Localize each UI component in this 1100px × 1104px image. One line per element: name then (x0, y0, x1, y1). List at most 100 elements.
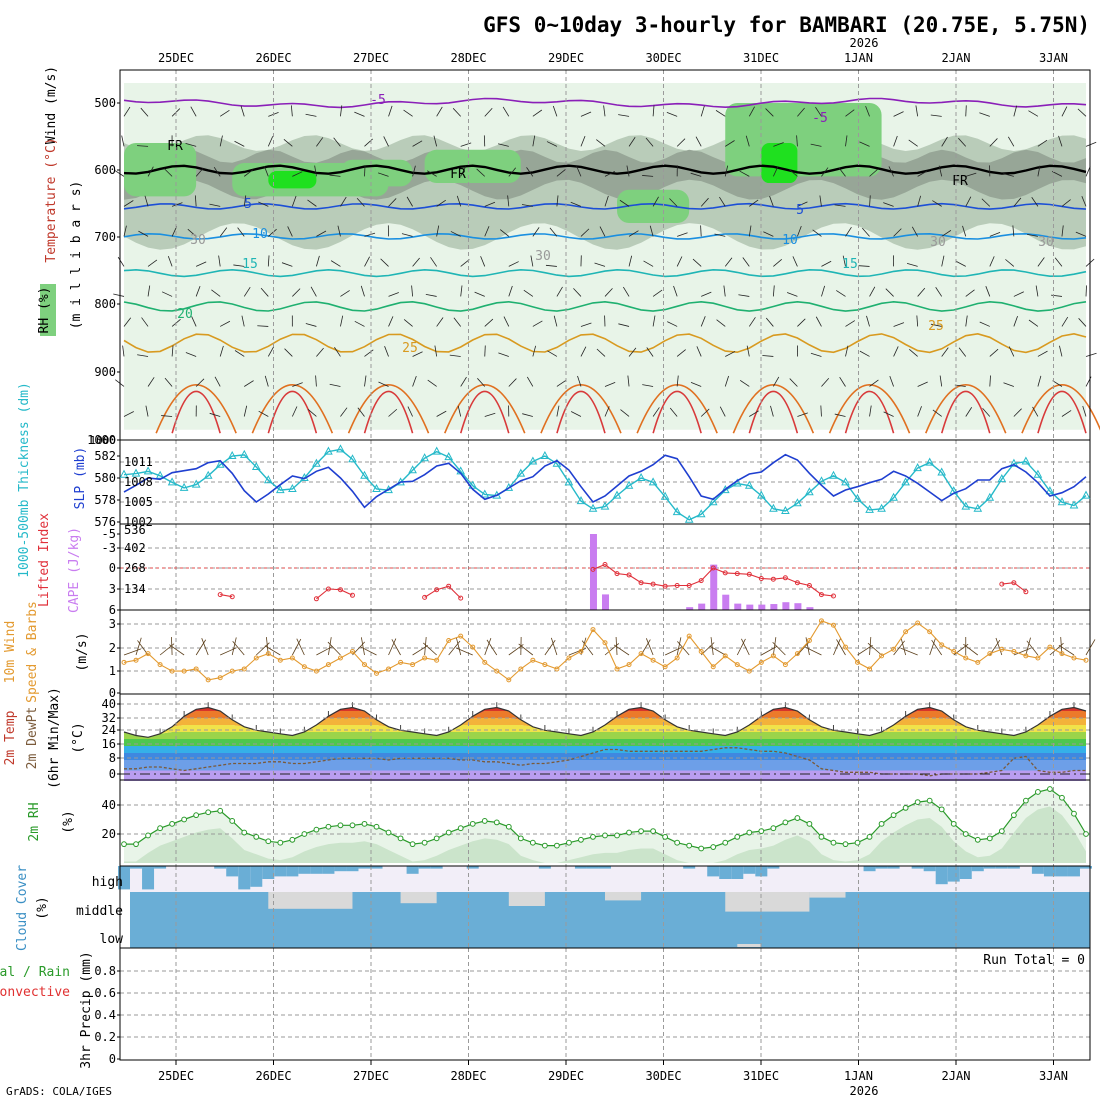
rh2m-point (242, 830, 247, 835)
pressure-tick: 500 (94, 96, 116, 110)
cloud-high-bar (226, 866, 238, 876)
cloud-high-bar (1032, 866, 1044, 874)
date-label-bottom: 25DEC (158, 1069, 194, 1083)
wind10-barb (220, 648, 236, 655)
rh2m-point (867, 835, 872, 840)
cape-ylabel-cape: CAPE (J/kg) (67, 527, 82, 613)
temp2m-units: (°C) (71, 722, 86, 753)
date-label-top: 27DEC (353, 51, 389, 65)
rh2m-point (699, 846, 704, 851)
wind10-barb (136, 638, 141, 655)
pressure-tick: 800 (94, 297, 116, 311)
precip-tick: 0.6 (94, 986, 116, 1000)
date-label-top: 30DEC (645, 51, 681, 65)
rh2m-point (891, 813, 896, 818)
cape-bar (734, 604, 741, 610)
date-label-bottom: 31DEC (743, 1069, 779, 1083)
cape-tick: 536 (124, 523, 146, 537)
cloud-level-label: middle (76, 904, 123, 919)
wind10-barb (737, 639, 745, 655)
rh2m-point (879, 821, 884, 826)
upper-ylabel-temp: Temperature (°C) (44, 137, 59, 262)
temp2m-tick: 40 (102, 697, 116, 711)
lifted-index-tick: 3 (109, 582, 116, 596)
wind10-barb (425, 637, 427, 655)
rh2m-tick: 20 (102, 827, 116, 841)
wind10-barb (930, 638, 936, 655)
lifted-index-line (425, 586, 461, 598)
rh2m-point (134, 842, 139, 847)
temp2m-tick: 24 (102, 723, 116, 737)
cape-bar (794, 603, 801, 610)
rh2m-point (999, 829, 1004, 834)
rh2m-point (819, 835, 824, 840)
date-label-bottom: 28DEC (450, 1069, 486, 1083)
footer-credit: GrADS: COLA/IGES (6, 1085, 112, 1098)
rh2m-point (254, 835, 259, 840)
cloud-high-bar (972, 866, 984, 871)
wind10-barb (487, 640, 497, 655)
rh2m-tick: 40 (102, 798, 116, 812)
isotherm-label: FR (450, 167, 466, 182)
precip-panel-frame (120, 948, 1090, 1060)
rh-shade-bright (761, 143, 797, 183)
temp2m-tick: 8 (109, 751, 116, 765)
rh2m-point (603, 833, 608, 838)
rh2m-point (855, 840, 860, 845)
temp2m-ylabel2: 2m DewPt (25, 707, 40, 770)
rh2m-point (170, 821, 175, 826)
cloud-high-bar (250, 866, 262, 887)
isotherm-label: FR (167, 139, 183, 154)
rh2m-point (795, 816, 800, 821)
wind10-barb (232, 637, 236, 655)
cloud-high-bar (1056, 866, 1068, 876)
cloud-high-bar (743, 866, 755, 874)
cape-bar (698, 604, 705, 610)
temp-stripe (124, 771, 1086, 782)
rh2m-point (987, 836, 992, 841)
isotherm-label: -5 (812, 111, 828, 126)
wind10-barb (710, 646, 726, 655)
cloud-high-bar (960, 866, 972, 879)
pressure-tick: 900 (94, 365, 116, 379)
wind10-barb (456, 648, 473, 655)
wind10-barb (773, 637, 776, 655)
date-label-top: 2JAN (942, 51, 971, 65)
rh2m-point (350, 823, 355, 828)
rh-shade-bright (268, 171, 316, 188)
rh2m-point (458, 826, 463, 831)
cape-bar (590, 534, 597, 610)
isotherm-label: 30 (535, 249, 551, 264)
wind-barb (485, 345, 486, 356)
rh2m-point (266, 839, 271, 844)
rh2m-point (542, 843, 547, 848)
precip-legend-conv: Convective (0, 985, 70, 1000)
rh2m-point (783, 820, 788, 825)
cape-bar (722, 595, 729, 610)
cape-tick: 268 (124, 561, 146, 575)
cloud-high-bar (322, 866, 334, 874)
rh2m-point (218, 808, 223, 813)
isotherm-label: 25 (402, 341, 418, 356)
rh2m-point (591, 835, 596, 840)
cloud-mid-gap (605, 892, 641, 900)
cloud-high-bar (948, 866, 960, 882)
year-label-top: 2026 (850, 36, 879, 50)
rh2m-point (302, 832, 307, 837)
slp-tick: 1011 (124, 455, 153, 469)
cape-bar (602, 594, 609, 610)
wind10-barb (551, 638, 557, 655)
lifted-index-tick: 6 (109, 603, 116, 617)
isotherm-label: 30 (190, 233, 206, 248)
wind10-barb (711, 637, 713, 655)
rh2m-point (206, 810, 211, 815)
rh2m-point (494, 820, 499, 825)
cloud-high-bar (924, 866, 936, 871)
isotherm-label: 10 (782, 233, 798, 248)
wind10-barb (1027, 641, 1038, 655)
temp-stripe (124, 732, 1086, 739)
cape-tick: 134 (124, 582, 146, 596)
lifted-index-line (1002, 583, 1026, 592)
pressure-tick: 700 (94, 230, 116, 244)
rh2m-point (675, 840, 680, 845)
